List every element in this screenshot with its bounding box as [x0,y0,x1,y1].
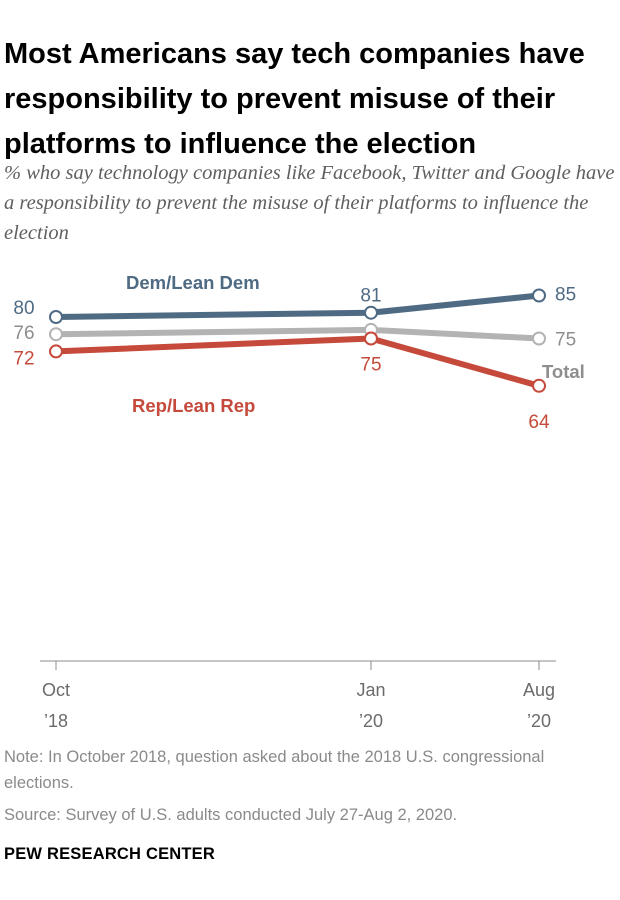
data-label-total: 76 [13,323,34,344]
x-tick-year-label: ’20 [527,711,551,731]
series-name-label-rep-lean-rep: Rep/Lean Rep [132,395,255,416]
organization-name: PEW RESEARCH CENTER [4,845,215,863]
x-tick-label: Jan [356,680,385,700]
data-label-dem-lean-dem: 80 [13,298,34,319]
data-label-dem-lean-dem: 81 [360,286,381,307]
data-label-rep-lean-rep: 72 [13,348,34,369]
series-line-rep-lean-rep [53,335,542,389]
x-tick-label: Oct [42,680,70,700]
data-label-total: 75 [555,330,576,351]
data-label-rep-lean-rep: 64 [528,412,550,433]
x-axis: Oct ’18 Jan ’20 Aug ’20 [40,660,556,731]
data-label-rep-lean-rep: 75 [360,355,381,376]
data-point-total [49,327,63,342]
x-tick-year-label: ’18 [44,711,68,731]
line-chart: Oct ’18 Jan ’20 Aug ’20 80 81 85 76 75 72 75 64 Dem/L… [13,272,584,731]
series-lines [53,292,542,389]
series-name-label-total: Total [542,361,585,382]
data-point-total [532,331,546,346]
data-point-rep-lean-rep [532,378,546,393]
chart-subtitle: % who say technology companies like Face… [4,162,615,244]
data-point-dem-lean-dem [364,305,378,320]
x-tick-year-label: ’20 [359,711,383,731]
data-point-dem-lean-dem [49,310,63,324]
chart-title: Most Americans say tech companies have r… [4,38,585,160]
data-point-dem-lean-dem [532,288,546,303]
data-point-rep-lean-rep [364,331,378,346]
series-line-dem-lean-dem [53,292,542,320]
data-label-dem-lean-dem: 85 [555,285,576,306]
chart-source: Source: Survey of U.S. adults conducted … [4,806,458,824]
data-point-rep-lean-rep [49,344,63,359]
data-labels: 80 81 85 76 75 72 75 64 Dem/Lean Dem Total Rep/Lea… [13,272,584,433]
series-name-label-dem-lean-dem: Dem/Lean Dem [126,272,260,293]
x-tick-label: Aug [523,680,555,700]
chart-note: Note: In October 2018, question asked ab… [4,748,545,792]
series-line-total [53,326,542,342]
series-points [49,288,546,393]
